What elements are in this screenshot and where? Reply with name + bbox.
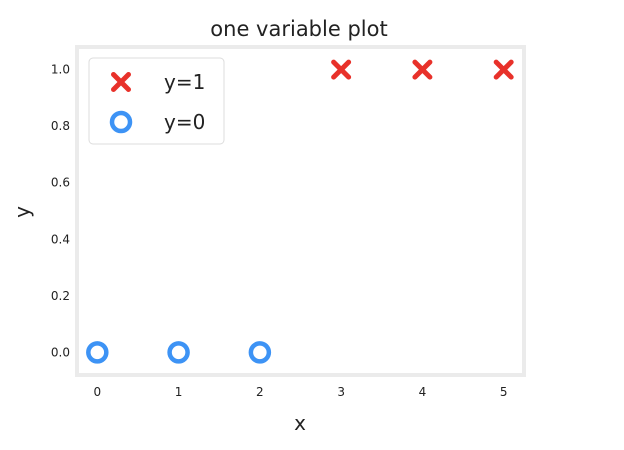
y-tick-label: 0.6 — [51, 176, 70, 190]
data-point-o-marker — [248, 341, 272, 364]
x-tick-label: 5 — [500, 385, 508, 399]
x-axis-label: x — [294, 411, 306, 435]
x-tick-label: 1 — [175, 385, 183, 399]
legend: y=1 y=0 — [88, 57, 225, 145]
legend-marker-x — [111, 72, 131, 92]
data-point-x-marker — [412, 59, 433, 80]
y-tick-label: 0.4 — [51, 232, 70, 246]
x-tick-label: 0 — [93, 385, 101, 399]
data-point-o-marker — [86, 341, 109, 364]
y-tick-label: 0.8 — [51, 119, 70, 133]
x-tick-label: 3 — [337, 385, 345, 399]
data-point-o-marker — [167, 341, 190, 364]
legend-marker-o — [109, 110, 133, 134]
y-tick-label: 1.0 — [51, 63, 70, 77]
data-point-x-marker — [493, 59, 514, 80]
x-tick-label: 2 — [256, 385, 264, 399]
y-tick-label: 0.2 — [51, 289, 70, 303]
x-tick-label: 4 — [419, 385, 427, 399]
y-axis-label: y — [10, 206, 34, 218]
legend-label: y=0 — [164, 110, 205, 134]
data-markers — [86, 59, 514, 364]
data-point-x-marker — [331, 59, 352, 80]
y-tick-label: 0.0 — [51, 345, 70, 359]
plot-frame — [75, 45, 526, 377]
x-tick-labels: 0 1 2 3 4 5 — [93, 385, 507, 399]
chart-title: one variable plot — [210, 17, 387, 41]
y-tick-labels: 0.0 0.2 0.4 0.6 0.8 1.0 — [51, 63, 70, 360]
legend-label: y=1 — [164, 70, 205, 94]
